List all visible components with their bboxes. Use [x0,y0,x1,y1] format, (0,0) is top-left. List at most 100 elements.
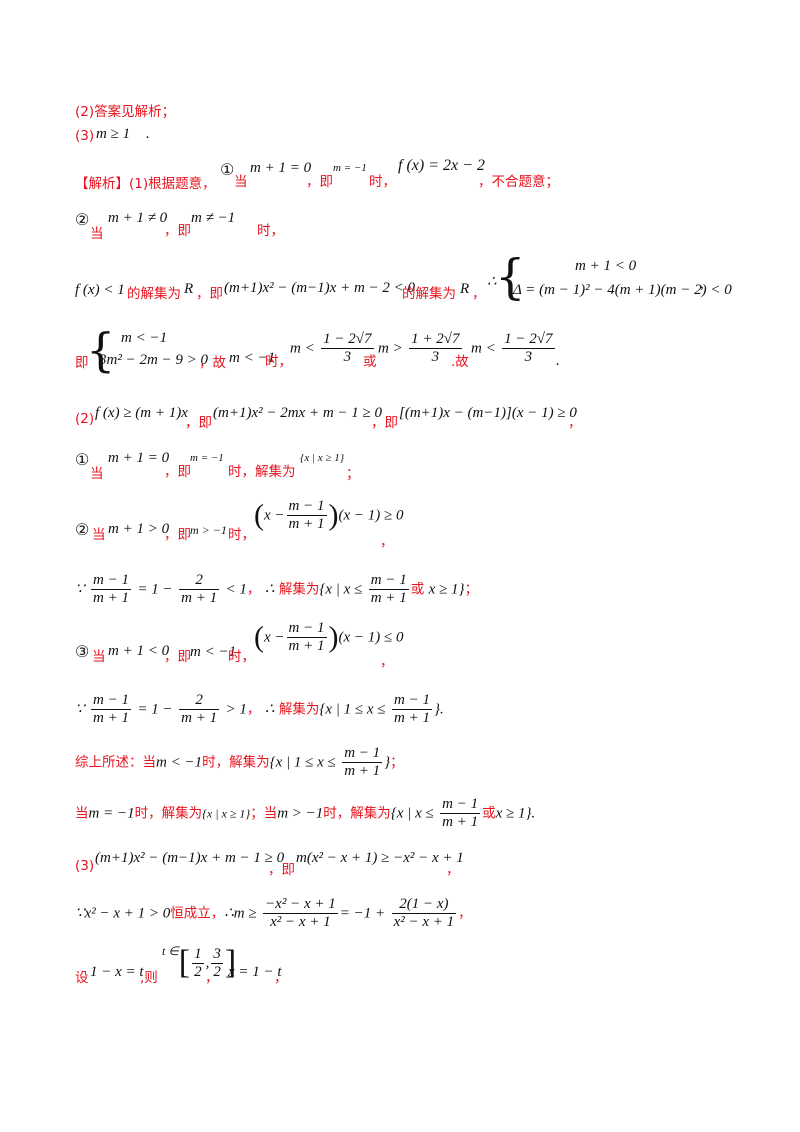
summary2-shi2: 时，解集为 [323,805,391,822]
p2b2-f1-num: m − 1 [91,572,131,590]
summary-end1: ； [390,754,404,771]
p2c3-frac-num: m − 1 [286,620,327,638]
p3l2-expression: ∵x² − x + 1 > 0恒成立，∴m ≥ −x² − x + 1 x² − … [75,896,472,931]
p2c2-ji: ，即 [164,527,191,543]
p3l3-end: ， [274,970,288,986]
p2b2-comma: ， [246,581,261,598]
p2c2-frac-den: m + 1 [288,516,325,532]
system1-bottom: Δ = (m − 1)² − 4(m + 1)(m − 2) < 0 [513,282,732,298]
p2c2-frac-num: m − 1 [286,498,327,516]
l4-frac3-num: 1 − 2√7 [502,331,555,349]
l4-period: . [556,353,560,369]
p2b3-therefore: ∴ [264,701,275,718]
p3l2-eq: = −1 + [339,905,386,922]
p3l3-substitution: 1 − x = t [90,964,144,980]
summary2-or: 或 [482,805,496,822]
summary2-set: {x | x ≥ 1} [202,806,251,821]
p2b3-solution: 解集为 [278,701,320,718]
p2-ji1: ，即 [185,415,212,431]
p3-inequality: (m+1)x² − (m−1)x + m − 1 ≥ 0 [95,850,285,866]
l3-quadratic: (m+1)x² − (m−1)x + m − 2 < 0 [224,280,416,296]
p3-comma: ， [446,862,460,878]
answer-3-label: (3) [75,128,95,144]
p2c2-shi: 时， [228,527,255,543]
p2c3-when: 当 [92,649,106,665]
summary2-sf-den: m + 1 [442,814,479,830]
p2c3-ji: ，即 [164,649,191,665]
l4-ineq-2: m > 1 + 2√7 3 [378,331,464,366]
p3l3-d1: 2 [194,963,202,980]
p2b2-set-a: {x | x ≤ [319,581,363,598]
p2c3-frac-den: m + 1 [288,638,325,654]
p2b2-f2-den: m + 1 [181,590,218,606]
p2-case-number-1: ① [75,450,90,469]
summary2-set-b: x ≥ 1} [495,805,532,822]
l3-set-R: R [184,281,194,297]
p2c3-m-value: m < −1 [190,644,237,660]
summary2-set-a: {x | x ≤ [390,805,434,822]
l4-frac1-num: 1 − 2√7 [321,331,374,349]
p2-case-number-3: ③ [75,642,90,661]
p2b2-therefore: ∴ [264,581,275,598]
answer-3-expr: m ≥ 1 [96,126,131,142]
p2-quadratic: (m+1)x² − 2mx + m − 1 ≥ 0 [213,405,383,421]
system2-top: m < −1 [121,330,168,346]
p2c3-end: ， [380,654,394,670]
p2c3-rparen: ) [328,620,339,654]
p2c2-m-value: m > −1 [190,523,227,537]
p2c1-condition: m + 1 = 0 [108,450,170,466]
case1-when: 当 [234,174,248,190]
p2b2-lt: < 1 [225,581,247,598]
p3-ji: ，即 [268,862,295,878]
summary2-end: . [531,805,536,822]
case1-condition: m + 1 = 0 [250,160,312,176]
p2b2-because: ∵ [75,581,85,598]
l3-ji: ，即 [196,286,223,302]
p2c1-solution: 时，解集为 [228,464,296,480]
p3-rearranged: m(x² − x + 1) ≥ −x² − x + 1 [296,850,464,866]
answer-3-period: . [146,126,150,142]
summary-m1: m < −1 [156,754,203,771]
case2-when: 当 [90,226,104,242]
analysis-heading: 【解析】(1)根据题意， [75,176,216,192]
p2c1-m-value: m = −1 [190,452,224,464]
l4-ineq-3: m < 1 − 2√7 3 [471,331,557,366]
p2b2-sf-num: m − 1 [368,572,409,590]
p3l3-interval: t ∈[1 2, 3 2] [162,944,236,982]
p2c1-set: {x | x ≥ 1} [300,452,345,464]
p2-comma: ， [568,415,582,431]
p2b3-f2-den: m + 1 [181,710,218,726]
p2b3-set-a: {x | 1 ≤ x ≤ [319,701,386,718]
p2c2-lhs: x − [264,507,285,524]
p3l2-therefore: ∴ [224,905,234,922]
p2b2-solution: 解集为 [278,581,320,598]
p2b3-eq: = 1 − [137,701,173,718]
summary-set1-a: {x | 1 ≤ x ≤ [269,754,336,771]
p3l3-n2: 3 [211,945,223,964]
answer-2-text: (2)答案见解析； [75,104,176,120]
p2b2-f1-den: m + 1 [93,590,129,606]
p3l2-positive: x² − x + 1 > 0 [84,905,171,922]
p2c1-end: ； [346,466,360,482]
p2b2-f2-num: 2 [179,572,220,590]
case1-shi: 时， [369,174,396,190]
summary2-sf-num: m − 1 [440,796,481,814]
p3-label: (3) [75,858,95,874]
case-number-1: ① [220,160,235,179]
case2-ji: ，即 [164,223,191,239]
case2-shi: 时， [257,223,284,239]
l3-comma: ， [472,286,486,302]
l4-or: 或 [363,354,377,370]
p3l2-f2-num: 2(1 − x) [391,896,457,914]
p3l3-she: 设 [75,970,89,986]
p2c2-end: ， [380,534,394,550]
p2b2-end: ； [464,581,479,598]
p2b3-f1-den: m + 1 [93,710,129,726]
p3l2-always-holds: 恒成立， [170,905,225,922]
p2b2-set-b: x ≥ 1} [428,581,465,598]
l4-frac3-den: 3 [524,349,533,365]
